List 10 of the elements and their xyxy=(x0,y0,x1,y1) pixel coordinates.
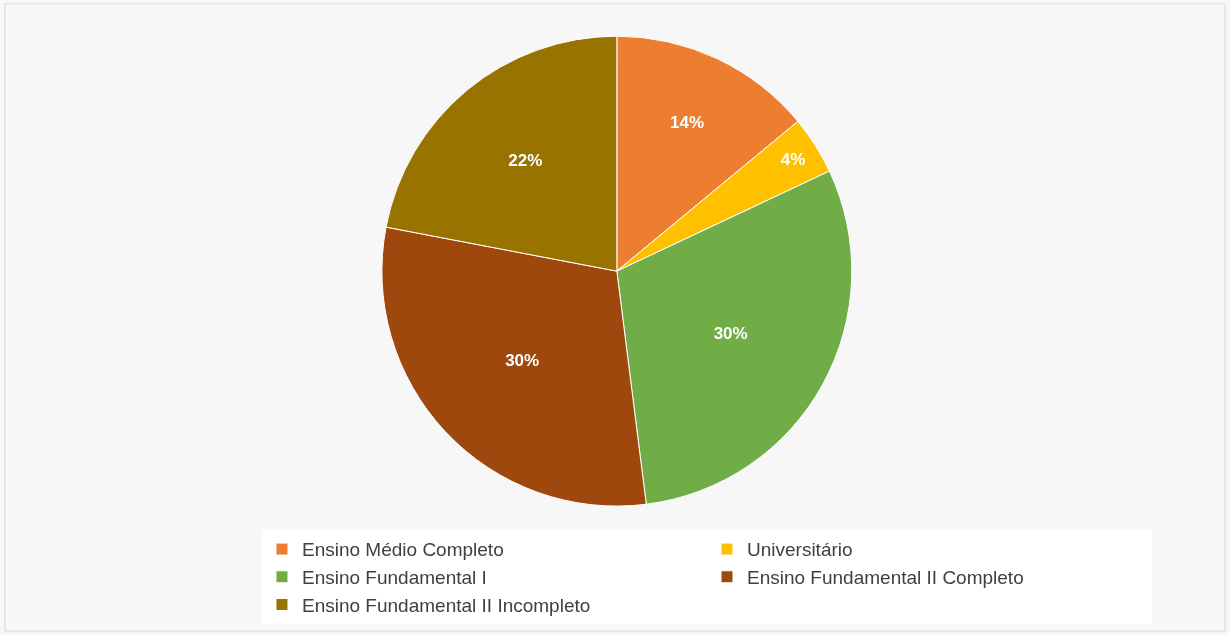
data-label: 30% xyxy=(713,324,748,344)
legend-label: Ensino Fundamental II Completo xyxy=(746,567,1024,589)
legend-label: Universitário xyxy=(746,539,853,561)
legend-label: Ensino Médio Completo xyxy=(301,539,504,561)
data-label: 14% xyxy=(669,112,705,132)
legend-label: Ensino Fundamental II Incompleto xyxy=(301,594,591,616)
data-label: 4% xyxy=(780,149,806,169)
data-label: 22% xyxy=(508,151,543,171)
legend-label: Ensino Fundamental I xyxy=(301,567,487,589)
data-label: 30% xyxy=(505,350,540,370)
